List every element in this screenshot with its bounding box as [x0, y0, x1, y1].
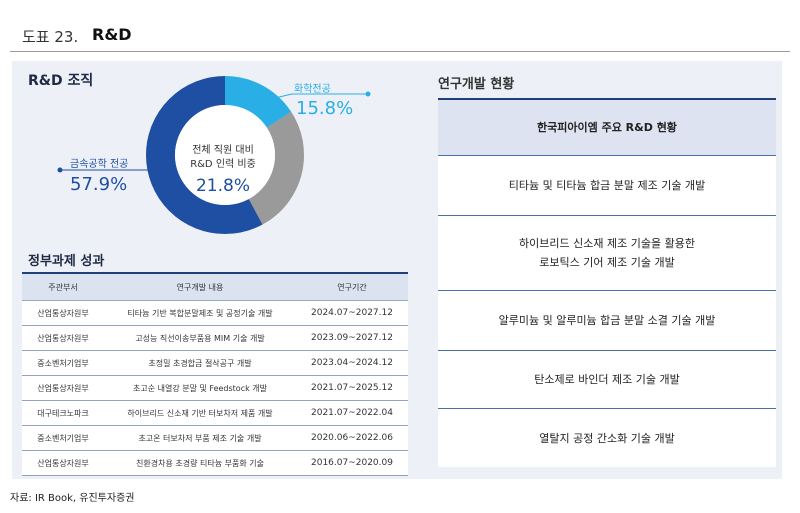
- cell-period: 2016.07~2020.09: [296, 450, 408, 476]
- cell-period: 2023.09~2027.12: [296, 325, 408, 351]
- org-center-line-2: R&D 인력 비중: [190, 159, 256, 170]
- cell-period: 2023.04~2024.12: [296, 350, 408, 376]
- cell-content: 초고순 내열강 분말 및 Feedstock 개발: [104, 375, 296, 401]
- org-center-line-1: 전체 직원 대비: [192, 145, 254, 156]
- cell-dept: 대구테크노파크: [22, 400, 104, 426]
- rd-status-list: 한국피아이엠 주요 R&D 현황 티타늄 및 티타늄 합금 분말 제조 기술 개…: [438, 98, 776, 467]
- leader-line-chem: [261, 93, 293, 102]
- gov-header-content: 연구개발 내용: [104, 272, 296, 301]
- donut-segment-3: [146, 76, 304, 234]
- rd-title: 연구개발 현황: [438, 77, 515, 92]
- metal-value: 57.9%: [70, 174, 128, 195]
- rd-item: 탄소제로 바인더 제조 기술 개발: [438, 351, 776, 409]
- table-row: 산업통상자원부 초고순 내열강 분말 및 Feedstock 개발 2021.07~…: [22, 375, 408, 401]
- gov-table-header-row: 주관부서 연구개발 내용 연구기간: [22, 272, 408, 301]
- figure-number: 도표 23.: [22, 28, 79, 46]
- donut-segment-2: [146, 76, 304, 234]
- cell-period: 2021.07~2025.12: [296, 375, 408, 401]
- cell-dept: 산업통상자원부: [22, 375, 104, 401]
- rd-item-line: 열탈지 공정 간소화 기술 개발: [539, 431, 675, 445]
- rd-item: 열탈지 공정 간소화 기술 개발: [438, 409, 776, 467]
- rd-item-line: 알루미늄 및 알루미늄 합금 분말 소결 기술 개발: [498, 314, 716, 327]
- cell-dept: 중소벤처기업부: [22, 350, 104, 376]
- cell-period: 2021.07~2022.04: [296, 400, 408, 426]
- table-row: 산업통상자원부 티타늄 기반 복합분말제조 및 공정기술 개발 2024.07~20…: [22, 300, 408, 326]
- gov-header-dept: 주관부서: [22, 272, 104, 301]
- rd-item-line: 하이브리드 신소재 제조 기술을 활용한: [519, 237, 695, 250]
- cell-period: 2024.07~2027.12: [296, 300, 408, 326]
- org-title: R&D 조직: [28, 73, 94, 89]
- cell-period: 2020.06~2022.06: [296, 425, 408, 451]
- org-donut-chart: [146, 76, 304, 234]
- rd-item: 알루미늄 및 알루미늄 합금 분말 소결 기술 개발: [438, 291, 776, 351]
- donut-hole: [175, 105, 275, 205]
- metal-label: 금속공학 전공: [70, 159, 129, 170]
- gov-table: 주관부서 연구개발 내용 연구기간 산업통상자원부 티타늄 기반 복합분말제조 및…: [22, 272, 408, 476]
- table-row: 중소벤처기업부 초고온 터보차저 부품 제조 기술 개발 2020.06~2022.…: [22, 425, 408, 451]
- source-note: 자료: IR Book, 유진투자증권: [10, 493, 135, 504]
- cell-content: 하이브리드 신소재 기반 터보차저 제품 개발: [104, 400, 296, 426]
- gov-header-period: 연구기간: [296, 272, 408, 301]
- chem-value: 15.8%: [296, 98, 354, 119]
- cell-dept: 산업통상자원부: [22, 450, 104, 476]
- gov-title: 정부과제 성과: [28, 254, 105, 269]
- cell-content: 친환경차용 초경량 티타늄 부품화 기술: [104, 450, 296, 476]
- cell-dept: 산업통상자원부: [22, 325, 104, 351]
- chem-label: 화학전공: [294, 84, 331, 95]
- rd-header: 한국피아이엠 주요 R&D 현황: [438, 98, 776, 156]
- table-row: 산업통상자원부 고성능 직선이송부품용 MIM 기술 개발 2023.09~2027…: [22, 325, 408, 351]
- rd-item: 티타늄 및 티타늄 합금 분말 제조 기술 개발: [438, 156, 776, 216]
- rd-item-line: 탄소제로 바인더 제조 기술 개발: [534, 373, 680, 386]
- cell-content: 초정밀 초경합금 절삭공구 개발: [104, 350, 296, 376]
- header-rule: [10, 51, 790, 52]
- cell-dept: 산업통상자원부: [22, 300, 104, 326]
- org-center-label: 전체 직원 대비 R&D 인력 비중: [165, 144, 281, 172]
- org-center-value: 21.8%: [195, 176, 250, 196]
- cell-content: 초고온 터보차저 부품 제조 기술 개발: [104, 425, 296, 451]
- cell-content: 티타늄 기반 복합분말제조 및 공정기술 개발: [104, 300, 296, 326]
- leader-dot-chem: [365, 91, 371, 97]
- table-row: 대구테크노파크 하이브리드 신소재 기반 터보차저 제품 개발 2021.07~20…: [22, 400, 408, 426]
- table-row: 중소벤처기업부 초정밀 초경합금 절삭공구 개발 2023.04~2024.12: [22, 350, 408, 376]
- leader-dot-metal: [57, 167, 63, 173]
- rd-item-line: 티타늄 및 티타늄 합금 분말 제조 기술 개발: [508, 179, 706, 192]
- cell-content: 고성능 직선이송부품용 MIM 기술 개발: [104, 325, 296, 351]
- figure-title: R&D: [92, 25, 132, 44]
- figure-header: 도표 23. R&D: [10, 25, 790, 46]
- table-row: 산업통상자원부 친환경차용 초경량 티타늄 부품화 기술 2016.07~2020.…: [22, 450, 408, 476]
- rd-item-line: 로보틱스 기어 제조 기술 개발: [539, 256, 675, 269]
- cell-dept: 중소벤처기업부: [22, 425, 104, 451]
